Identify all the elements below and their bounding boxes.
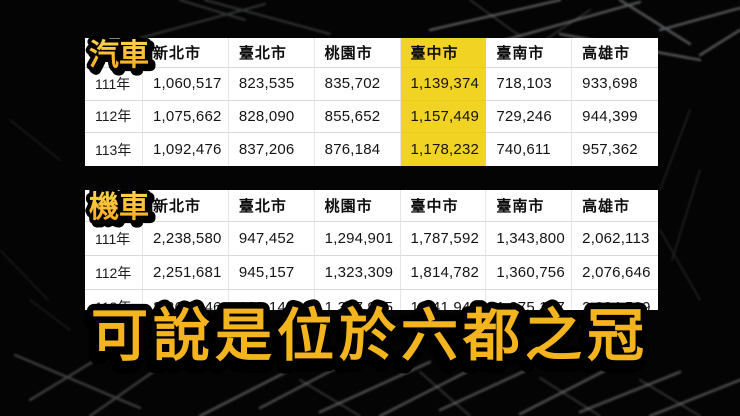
- car-table-label-shadow: 汽車: [92, 42, 152, 75]
- caption-banner: 可說是位於六都之冠 可說是位於六都之冠: [81, 298, 651, 382]
- value-cell: 1,814,782: [400, 256, 487, 290]
- value-cell: 944,399: [572, 101, 658, 134]
- value-cell: 2,076,646: [572, 256, 658, 290]
- year-cell: 111年: [85, 68, 143, 101]
- value-cell: 1,323,309: [314, 256, 401, 290]
- value-cell: 2,267,146: [143, 290, 229, 310]
- year-cell: 113年: [85, 290, 143, 310]
- value-cell: 1,060,517: [143, 68, 229, 101]
- header-cell: 臺北市: [228, 38, 315, 68]
- value-cell: 1,294,901: [314, 222, 401, 256]
- header-cell: 臺北市: [228, 190, 315, 222]
- value-cell: 933,698: [572, 68, 658, 101]
- value-cell-highlighted: 1,178,232: [400, 133, 487, 166]
- value-cell-highlighted: 1,157,449: [400, 100, 487, 134]
- value-cell: 2,238,580: [143, 222, 229, 256]
- value-cell: 2,062,113: [572, 222, 658, 256]
- value-cell: 2,094,599: [582, 298, 651, 311]
- car-table-label: 汽車: [89, 39, 149, 72]
- value-cell: 718,103: [486, 68, 573, 101]
- header-cell: 高雄市: [572, 38, 658, 68]
- header-cell: 臺南市: [486, 190, 573, 222]
- value-cell: 1,357,935: [315, 290, 401, 310]
- header-cell-highlighted: 臺中市: [400, 38, 487, 68]
- header-cell: 桃園市: [314, 38, 401, 68]
- value-cell: 837,206: [229, 133, 315, 166]
- value-cell: 1,092,476: [143, 133, 229, 166]
- header-cell: 高雄市: [572, 190, 658, 222]
- value-cell: 855,652: [314, 100, 401, 134]
- scooter-table: 機車 機車 新北市 臺北市 桃園市 臺中市 臺南市 高雄市 111年 2,238…: [85, 190, 658, 310]
- scooter-table-label-badge: 機車 機車: [85, 190, 157, 232]
- value-cell: 823,535: [228, 68, 315, 101]
- car-table-label-badge: 汽車 汽車: [85, 35, 157, 80]
- value-cell: 740,611: [486, 133, 573, 166]
- value-cell: 947,452: [228, 222, 315, 256]
- value-cell: 2,251,681: [143, 256, 229, 290]
- value-cell: 945,157: [228, 256, 315, 290]
- scooter-table-label-shadow: 機車: [92, 194, 152, 227]
- value-cell: 729,246: [486, 100, 573, 134]
- value-cell: 1,375,127: [486, 290, 573, 310]
- header-cell: 新北市: [143, 190, 229, 222]
- value-cell: 1,075,662: [143, 100, 229, 134]
- caption-text: 可說是位於六都之冠: [91, 304, 649, 368]
- value-cell: 1,343,800: [486, 222, 573, 256]
- year-cell: 112年: [85, 100, 143, 134]
- year-cell: 112年: [85, 256, 143, 290]
- value-cell: 957,362: [582, 141, 638, 159]
- value-cell: 876,184: [315, 133, 401, 166]
- header-cell: 新北市: [143, 38, 229, 68]
- header-cell: 桃園市: [314, 190, 401, 222]
- value-cell-highlighted: 1,139,374: [400, 68, 487, 101]
- value-cell: 835,702: [314, 68, 401, 101]
- header-cell: 臺南市: [486, 38, 573, 68]
- value-cell: 1,787,592: [400, 222, 487, 256]
- caption-shadow: 可說是位於六都之冠: [88, 310, 646, 374]
- car-table: 汽車 汽車 新北市 臺北市 桃園市 臺中市 臺南市 高雄市 111年 1,060…: [85, 35, 658, 166]
- value-cell: 1,360,756: [486, 256, 573, 290]
- value-cell: 939,149: [229, 290, 315, 310]
- scooter-table-label: 機車: [89, 191, 149, 224]
- value-cell: 828,090: [228, 100, 315, 134]
- value-cell: 1,841,946: [401, 290, 487, 310]
- header-cell: 臺中市: [400, 190, 487, 222]
- car-table-corner: 汽車 汽車: [85, 35, 157, 80]
- scooter-table-corner: 機車 機車: [85, 190, 157, 232]
- year-cell: 113年: [85, 133, 143, 166]
- year-cell: 111年: [85, 222, 143, 256]
